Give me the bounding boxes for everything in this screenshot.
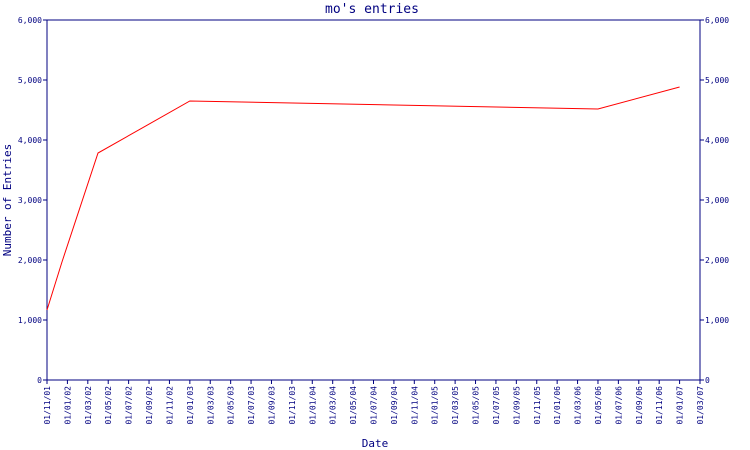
x-tick-label: 01/05/05: [472, 386, 481, 425]
x-tick-label: 01/01/05: [431, 386, 440, 425]
x-tick-label: 01/09/03: [267, 386, 276, 425]
x-tick-label: 01/09/02: [145, 386, 154, 425]
x-axis-label: Date: [362, 437, 389, 450]
y2-tick-label: 6,000: [705, 16, 729, 25]
plot-frame: [46, 19, 701, 381]
x-tick-label: 01/05/02: [104, 386, 113, 425]
x-tick-label: 01/03/07: [696, 386, 705, 425]
x-tick-label: 01/07/04: [370, 386, 379, 425]
x-tick-label: 01/01/04: [308, 386, 317, 425]
x-tick-label: 01/11/03: [288, 386, 297, 425]
y2-tick-label: 2,000: [705, 256, 729, 265]
y2-tick-label: 0: [705, 376, 710, 385]
x-tick-label: 01/01/07: [676, 386, 685, 425]
x-tick-label: 01/11/01: [43, 386, 52, 425]
y2-tick-label: 3,000: [705, 196, 729, 205]
x-tick-label: 01/05/06: [594, 386, 603, 425]
x-tick-label: 01/05/03: [227, 386, 236, 425]
y-tick-label: 4,000: [18, 136, 42, 145]
y2-tick-label: 1,000: [705, 316, 729, 325]
y-tick-label: 3,000: [18, 196, 42, 205]
y-tick-label: 0: [37, 376, 42, 385]
x-tick-label: 01/07/02: [125, 386, 134, 425]
x-tick-label: 01/09/06: [635, 386, 644, 425]
y-axis-label: Number of Entries: [1, 144, 14, 257]
x-tick-label: 01/05/04: [349, 386, 358, 425]
x-tick-label: 01/01/06: [553, 386, 562, 425]
x-tick-label: 01/07/05: [492, 386, 501, 425]
data-line: [46, 86, 680, 311]
x-tick-label: 01/11/04: [410, 386, 419, 425]
x-tick-label: 01/03/06: [574, 386, 583, 425]
y2-tick-label: 5,000: [705, 76, 729, 85]
x-tick-label: 01/11/02: [165, 386, 174, 425]
x-tick-label: 01/07/06: [614, 386, 623, 425]
y2-tick-label: 4,000: [705, 136, 729, 145]
x-tick-label: 01/09/04: [390, 386, 399, 425]
x-tick-label: 01/03/03: [206, 386, 215, 425]
y-tick-label: 1,000: [18, 316, 42, 325]
x-tick-label: 01/03/04: [329, 386, 338, 425]
x-tick-label: 01/01/03: [186, 386, 195, 425]
x-tick-label: 01/11/06: [655, 386, 664, 425]
x-tick-label: 01/11/05: [533, 386, 542, 425]
x-tick-label: 01/01/02: [63, 386, 72, 425]
x-tick-label: 01/03/02: [84, 386, 93, 425]
x-tick-label: 01/07/03: [247, 386, 256, 425]
y-tick-label: 6,000: [18, 16, 42, 25]
chart-title: mo's entries: [325, 2, 419, 17]
x-tick-label: 01/03/05: [451, 386, 460, 425]
y-tick-label: 2,000: [18, 256, 42, 265]
y-tick-label: 5,000: [18, 76, 42, 85]
x-tick-label: 01/09/05: [512, 386, 521, 425]
